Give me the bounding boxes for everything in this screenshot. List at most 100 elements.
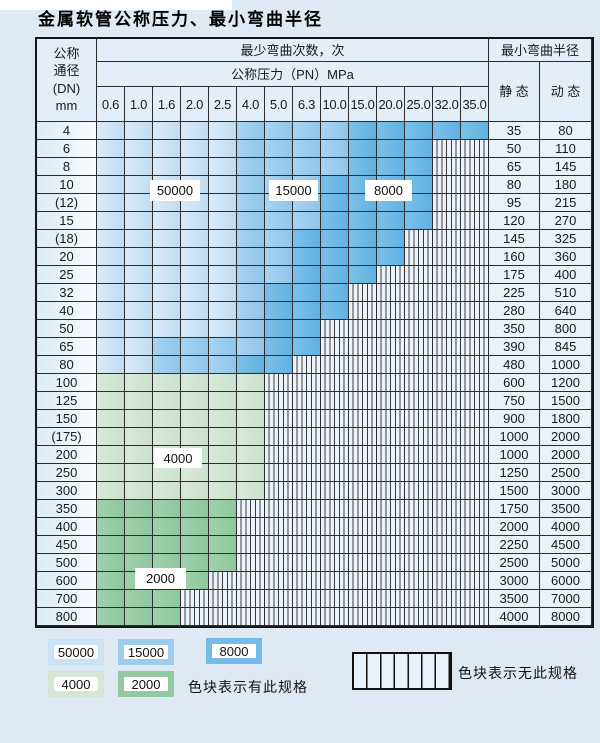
spec-cell: [377, 284, 405, 302]
scan-artifact-strip: [0, 0, 232, 10]
spec-cell: [293, 410, 321, 428]
spec-cell: [461, 410, 489, 428]
spec-cell: [349, 518, 377, 536]
spec-cell: [433, 554, 461, 572]
spec-cell: [237, 122, 265, 140]
spec-cell: [321, 554, 349, 572]
spec-cell: [377, 590, 405, 608]
spec-cell: [405, 158, 433, 176]
spec-cell: [293, 500, 321, 518]
spec-cell: [321, 158, 349, 176]
spec-cell: [97, 482, 125, 500]
dn-cell: 25: [37, 266, 97, 284]
spec-cell: [125, 500, 153, 518]
legend-swatch-4000: 4000: [48, 671, 104, 697]
cycle-count-label: 2000: [135, 568, 186, 589]
dynamic-value-cell: 270: [540, 212, 592, 230]
spec-cell: [405, 176, 433, 194]
spec-cell: [405, 410, 433, 428]
spec-cell: [461, 176, 489, 194]
dynamic-value-cell: 2000: [540, 428, 592, 446]
spec-cell: [209, 482, 237, 500]
cycle-count-label: 15000: [269, 180, 318, 201]
spec-cell: [461, 212, 489, 230]
spec-cell: [265, 140, 293, 158]
spec-cell: [181, 356, 209, 374]
spec-cell: [181, 392, 209, 410]
static-value-cell: 1000: [489, 428, 540, 446]
spec-cell: [237, 230, 265, 248]
dn-cell: 10: [37, 176, 97, 194]
spec-cell: [209, 230, 237, 248]
spec-cell: [321, 140, 349, 158]
spec-cell: [461, 572, 489, 590]
spec-cell: [237, 338, 265, 356]
spec-cell: [405, 464, 433, 482]
dynamic-value-cell: 1000: [540, 356, 592, 374]
spec-cell: [293, 338, 321, 356]
dn-cell: 600: [37, 572, 97, 590]
spec-cell: [321, 356, 349, 374]
spec-cell: [153, 320, 181, 338]
spec-cell: [377, 140, 405, 158]
static-value-cell: 35: [489, 122, 540, 140]
dynamic-value-cell: 8000: [540, 608, 592, 626]
spec-cell: [461, 158, 489, 176]
static-value-cell: 225: [489, 284, 540, 302]
static-header: 静 态: [489, 62, 540, 122]
spec-cell: [97, 464, 125, 482]
static-value-cell: 2500: [489, 554, 540, 572]
dn-cell: 40: [37, 302, 97, 320]
spec-cell: [461, 374, 489, 392]
pressure-value-header: 2.0: [181, 87, 209, 122]
spec-cell: [293, 140, 321, 158]
spec-cell: [125, 284, 153, 302]
spec-cell: [209, 338, 237, 356]
spec-cell: [293, 266, 321, 284]
spec-cell: [321, 608, 349, 626]
spec-cell: [153, 464, 181, 482]
spec-cell: [97, 536, 125, 554]
dynamic-value-cell: 1500: [540, 392, 592, 410]
spec-cell: [209, 140, 237, 158]
dynamic-value-cell: 6000: [540, 572, 592, 590]
spec-cell: [209, 122, 237, 140]
spec-cell: [461, 140, 489, 158]
spec-cell: [237, 248, 265, 266]
spec-cell: [377, 482, 405, 500]
spec-cell: [125, 176, 153, 194]
dn-header-cell: 公称 通径 (DN) mm: [37, 39, 97, 122]
spec-cell: [433, 518, 461, 536]
spec-cell: [461, 590, 489, 608]
spec-cell: [181, 140, 209, 158]
spec-cell: [181, 338, 209, 356]
spec-cell: [237, 500, 265, 518]
spec-cell: [321, 428, 349, 446]
spec-cell: [321, 464, 349, 482]
dn-header-line: 公称: [53, 45, 80, 61]
spec-cell: [209, 374, 237, 392]
dynamic-value-cell: 215: [540, 194, 592, 212]
dynamic-value-cell: 5000: [540, 554, 592, 572]
spec-cell: [125, 356, 153, 374]
spec-cell: [349, 572, 377, 590]
spec-cell: [181, 158, 209, 176]
spec-cell: [405, 248, 433, 266]
spec-cell: [153, 518, 181, 536]
spec-cell: [181, 518, 209, 536]
spec-cell: [433, 572, 461, 590]
spec-cell: [237, 212, 265, 230]
spec-cell: [349, 500, 377, 518]
dn-cell: (175): [37, 428, 97, 446]
spec-cell: [97, 428, 125, 446]
spec-cell: [265, 212, 293, 230]
spec-cell: [349, 410, 377, 428]
static-value-cell: 390: [489, 338, 540, 356]
legend-no-spec-text: 色块表示无此规格: [458, 665, 578, 681]
static-value-cell: 350: [489, 320, 540, 338]
legend-swatch-15000: 15000: [118, 639, 174, 665]
spec-cell: [321, 338, 349, 356]
spec-cell: [153, 608, 181, 626]
spec-cell: [461, 554, 489, 572]
